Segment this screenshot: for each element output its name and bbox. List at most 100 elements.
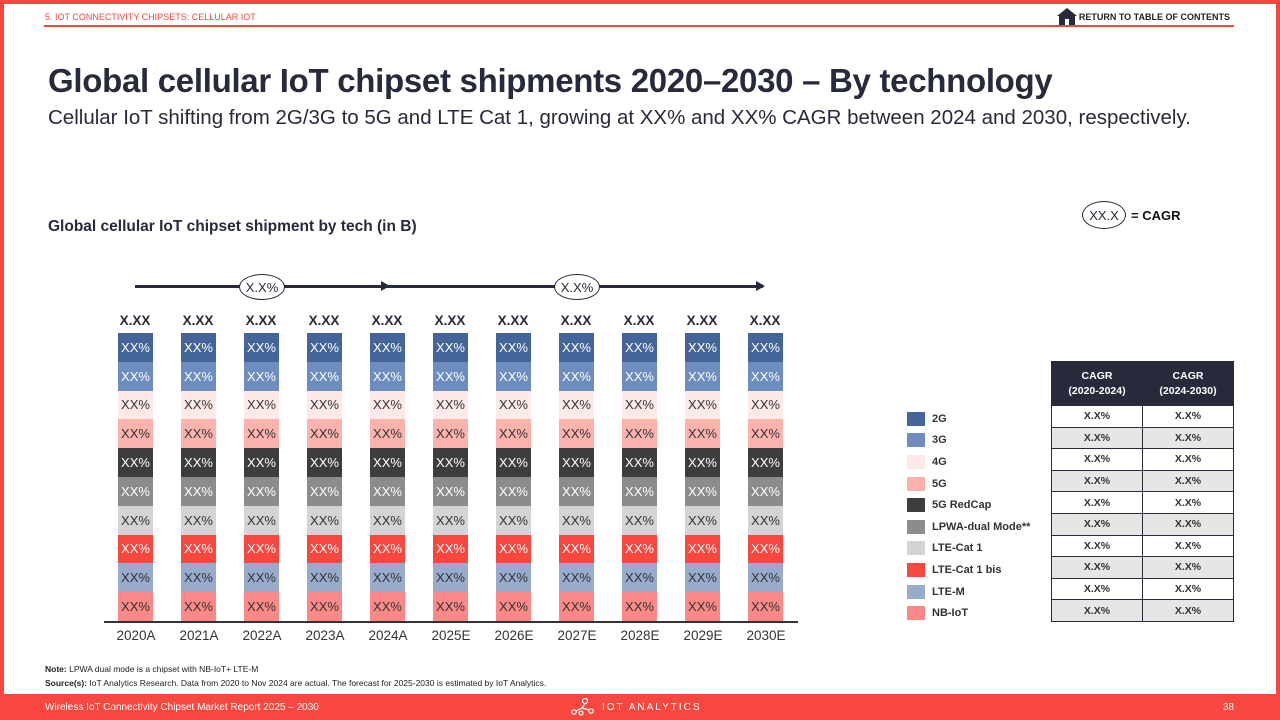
x-tick-label: 2030E (746, 628, 786, 643)
x-tick-label: 2029E (683, 628, 723, 643)
x-tick-label: 2025E (431, 628, 471, 643)
bar-segment-3g: XX% (685, 361, 720, 391)
bar-segment-3g: XX% (748, 361, 783, 391)
bar-segment-5g-redcap: XX% (307, 448, 342, 477)
bar-segment-lte-cat-1-bis: XX% (118, 534, 153, 564)
cagr-2020-2024-cell: X.X% (1051, 426, 1143, 450)
home-icon (1056, 8, 1077, 25)
legend-swatch (907, 433, 925, 448)
bar-segment-lpwa-dual-mode: XX% (433, 477, 468, 506)
legend-swatch (907, 519, 925, 534)
legend-item: LTE-Cat 1 (907, 538, 1030, 560)
bar-segment-lte-m: XX% (370, 563, 405, 593)
bar-segment-2g: XX% (433, 333, 468, 362)
cagr-2024-2030-cell: X.X% (1142, 405, 1234, 428)
bar-segment-nb-iot: XX% (181, 592, 216, 621)
bar-segment-lte-cat-1: XX% (370, 505, 405, 535)
bar-total-label: X.XX (623, 313, 655, 328)
cagr-2020-2024-cell: X.X% (1051, 448, 1143, 471)
bar-segment-5g: XX% (622, 419, 657, 449)
bar-segment-5g-redcap: XX% (622, 448, 657, 477)
bar-segment-lte-cat-1-bis: XX% (433, 534, 468, 564)
bar-segment-5g: XX% (748, 419, 783, 449)
bar-segment-lte-m: XX% (433, 563, 468, 593)
bar-segment-lte-cat-1: XX% (433, 505, 468, 535)
cagr-table-row: X.X% X.X% (1051, 426, 1234, 450)
bar-segment-5g-redcap: XX% (118, 448, 153, 477)
bar-segment-3g: XX% (181, 361, 216, 391)
bar-segment-lpwa-dual-mode: XX% (748, 477, 783, 506)
legend-item: LPWA-dual Mode** (907, 516, 1030, 538)
bar-segment-2g: XX% (685, 333, 720, 362)
cagr-2020-2024-cell: X.X% (1051, 469, 1143, 493)
cagr-table-row: X.X% X.X% (1051, 577, 1234, 601)
cagr-2024-2030-cell: X.X% (1142, 448, 1234, 471)
bar-segment-lte-m: XX% (181, 563, 216, 593)
bar-segment-lte-cat-1: XX% (307, 505, 342, 535)
legend-label: 3G (932, 434, 947, 447)
section-label: 5. IOT CONNECTIVITY CHIPSETS: CELLULAR I… (45, 12, 256, 22)
cagr-table-row: X.X% X.X% (1051, 469, 1234, 493)
bar-segment-4g: XX% (433, 390, 468, 420)
bar-segment-lte-cat-1: XX% (748, 505, 783, 535)
bar-segment-2g: XX% (622, 333, 657, 362)
x-tick-label: 2022A (242, 628, 282, 643)
bar-segment-lte-cat-1-bis: XX% (181, 534, 216, 564)
bar-segment-lte-m: XX% (307, 563, 342, 593)
bar-segment-3g: XX% (496, 361, 531, 391)
bar-segment-4g: XX% (496, 390, 531, 420)
cagr-2020-2024-cell: X.X% (1051, 491, 1143, 514)
cagr-header-2020-2024-text: CAGR (2020-2024) (1068, 369, 1126, 397)
cagr-2024-2030-cell: X.X% (1142, 556, 1234, 579)
bar-segment-5g-redcap: XX% (181, 448, 216, 477)
bar-segment-lte-cat-1: XX% (181, 505, 216, 535)
bar-segment-lpwa-dual-mode: XX% (685, 477, 720, 506)
bar-segment-5g-redcap: XX% (685, 448, 720, 477)
legend-item: LTE-M (907, 581, 1030, 603)
bar-segment-2g: XX% (181, 333, 216, 362)
bar-segment-lte-cat-1-bis: XX% (748, 534, 783, 564)
legend-label: 4G (932, 455, 947, 468)
cagr-table-row: X.X% X.X% (1051, 534, 1234, 558)
bar-total-label: X.XX (308, 313, 340, 328)
source-text: IoT Analytics Research. Data from 2020 t… (87, 678, 547, 688)
page-number: 38 (1222, 702, 1234, 713)
bar-total-label: X.XX (371, 313, 403, 328)
bar-segment-lte-cat-1-bis: XX% (370, 534, 405, 564)
bar-segment-lpwa-dual-mode: XX% (622, 477, 657, 506)
bar-segment-lte-m: XX% (118, 563, 153, 593)
bar-segment-2g: XX% (370, 333, 405, 362)
iot-analytics-logo-icon (571, 698, 594, 716)
cagr-key: XX.X = CAGR (1082, 201, 1180, 229)
bar-segment-2g: XX% (244, 333, 279, 362)
x-tick-label: 2024A (368, 628, 408, 643)
source-label: Source(s): (45, 678, 88, 688)
x-tick-label: 2023A (305, 628, 345, 643)
cagr-header-2024-2030-text: CAGR (2024-2030) (1159, 369, 1217, 397)
footer-report-title: Wireless IoT Connectivity Chipset Market… (45, 702, 319, 713)
bar-segment-5g: XX% (181, 419, 216, 449)
cagr-oval-2020-2024: X.X% (239, 274, 285, 300)
bar-segment-3g: XX% (244, 361, 279, 391)
cagr-header-2024-2030: CAGR (2024-2030) (1142, 361, 1234, 406)
cagr-2024-2030-cell: X.X% (1142, 534, 1234, 558)
cagr-2024-2030-cell: X.X% (1142, 426, 1234, 450)
bar-segment-5g: XX% (559, 419, 594, 449)
legend-swatch (907, 541, 925, 556)
legend-item: 5G (907, 473, 1030, 495)
page-title: Global cellular IoT chipset shipments 20… (48, 62, 1053, 99)
bar-segment-lte-m: XX% (622, 563, 657, 593)
cagr-key-label: = CAGR (1131, 207, 1181, 223)
bar-segment-4g: XX% (118, 390, 153, 420)
cagr-key-oval: XX.X (1082, 201, 1126, 229)
bar-segment-5g-redcap: XX% (496, 448, 531, 477)
legend-swatch (907, 498, 925, 513)
bar-total-label: X.XX (686, 313, 718, 328)
cagr-table: CAGR (2020-2024) CAGR (2024-2030) X.X% X.X%… (1051, 361, 1234, 622)
cagr-table-row: X.X% X.X% (1051, 448, 1234, 471)
return-to-toc-link[interactable]: RETURN TO TABLE OF CONTENTS (1056, 8, 1230, 25)
bar-total-label: X.XX (182, 313, 214, 328)
bar-segment-lte-cat-1-bis: XX% (622, 534, 657, 564)
bar-segment-lte-cat-1-bis: XX% (307, 534, 342, 564)
